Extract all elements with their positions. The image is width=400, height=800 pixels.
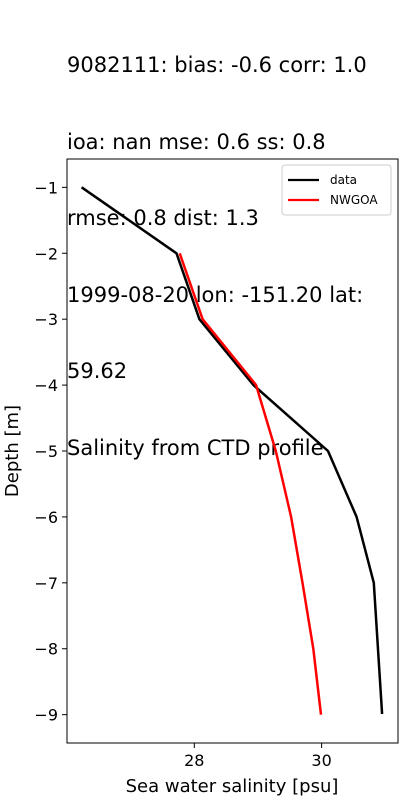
title-line: 9082111: bias: -0.6 corr: 1.0 — [67, 53, 367, 77]
legend: data NWGOA — [281, 164, 392, 216]
x-axis-label: Sea water salinity [psu] — [126, 776, 339, 797]
x-axis-ticks: 28 30 — [184, 743, 332, 770]
y-axis-label: Depth [m] — [2, 405, 23, 497]
chart-title: 9082111: bias: -0.6 corr: 1.0 ioa: nan m… — [67, 2, 397, 487]
y-axis-ticks: −1 −2 −3 −4 −5 −6 −7 −8 −9 — [34, 178, 67, 725]
legend-box — [281, 164, 392, 216]
y-tick-label: −6 — [34, 508, 58, 527]
title-line: Salinity from CTD profile — [67, 435, 324, 460]
y-tick-label: −5 — [34, 442, 58, 461]
title-line: ioa: nan mse: 0.6 ss: 0.8 — [67, 129, 326, 154]
title-line: rmse: 0.8 dist: 1.3 — [67, 206, 259, 230]
series-layer — [80, 186, 384, 715]
x-tick-label: 30 — [311, 751, 331, 770]
y-tick-label: −1 — [34, 178, 58, 197]
title-line: 1999-08-20 lon: -151.20 lat: — [67, 282, 364, 307]
series-line-data — [80, 186, 384, 715]
legend-label-nwgoa: NWGOA — [330, 193, 378, 207]
y-tick-label: −2 — [34, 244, 58, 263]
y-tick-label: −9 — [34, 706, 58, 725]
title-line: 59.62 — [67, 359, 128, 383]
y-tick-label: −3 — [34, 310, 58, 329]
plot-frame — [66, 158, 399, 744]
legend-label-data: data — [330, 173, 357, 187]
y-tick-label: −4 — [34, 376, 58, 395]
series-line-nwgoa — [178, 252, 323, 715]
x-tick-label: 28 — [184, 751, 204, 770]
y-tick-label: −8 — [34, 640, 58, 659]
y-tick-label: −7 — [34, 574, 58, 593]
